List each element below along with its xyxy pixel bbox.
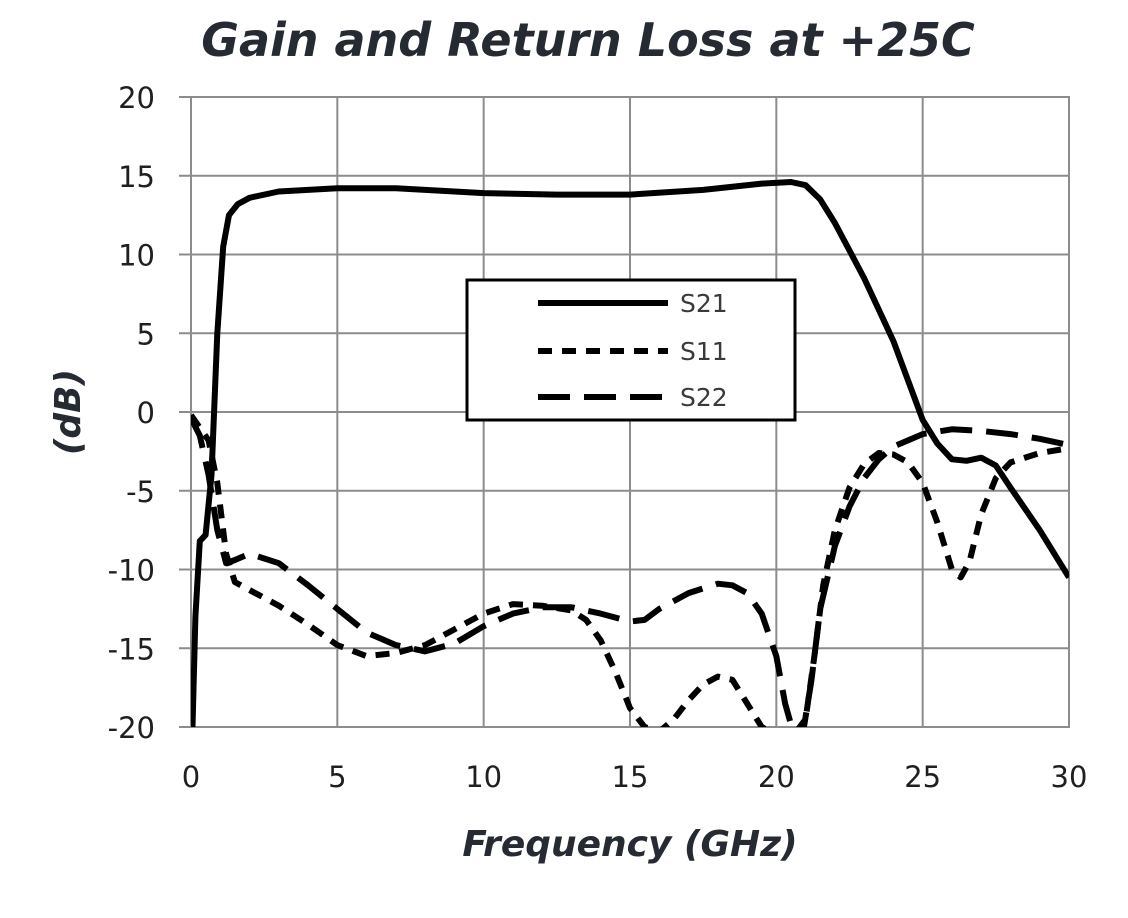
horizontal-gridlines [179, 96, 1069, 728]
legend-label-s11: S11 [680, 337, 728, 366]
y-axis-title: (dB) [48, 369, 89, 455]
y-tick-label-1: 15 [118, 160, 155, 194]
y-axis-tick-labels: 20 15 10 5 0 -5 -10 -15 -20 [108, 81, 155, 745]
x-tick-label-5: 25 [904, 760, 941, 794]
y-tick-label-2: 10 [118, 239, 155, 273]
series-line-s11 [191, 413, 1069, 727]
y-tick-label-5: -5 [126, 475, 155, 509]
plot-area-frame [190, 96, 1070, 728]
x-tick-label-4: 20 [758, 760, 795, 794]
y-tick-label-0: 20 [118, 81, 155, 115]
x-tick-label-3: 15 [612, 760, 649, 794]
x-axis-title: Frequency (GHz) [462, 824, 797, 865]
legend: S21 S11 S22 [465, 278, 797, 422]
series-line-s22 [191, 416, 1069, 727]
x-tick-label-1: 5 [328, 760, 346, 794]
x-tick-label-0: 0 [182, 760, 200, 794]
y-tick-label-7: -15 [108, 632, 155, 666]
y-tick-label-6: -10 [108, 554, 155, 588]
x-tick-label-6: 30 [1051, 760, 1088, 794]
legend-label-s21: S21 [680, 289, 728, 318]
y-tick-label-3: 5 [137, 317, 155, 351]
x-axis-tick-labels: 0 5 10 15 20 25 30 [182, 760, 1088, 794]
y-tick-label-8: -20 [108, 711, 155, 745]
series-layer [191, 179, 1069, 727]
x-tick-label-2: 10 [465, 760, 502, 794]
legend-label-s22: S22 [680, 383, 728, 412]
series-line-s21 [191, 179, 1069, 727]
y-tick-label-4: 0 [137, 396, 155, 430]
chart-title: Gain and Return Loss at +25C [201, 13, 975, 67]
